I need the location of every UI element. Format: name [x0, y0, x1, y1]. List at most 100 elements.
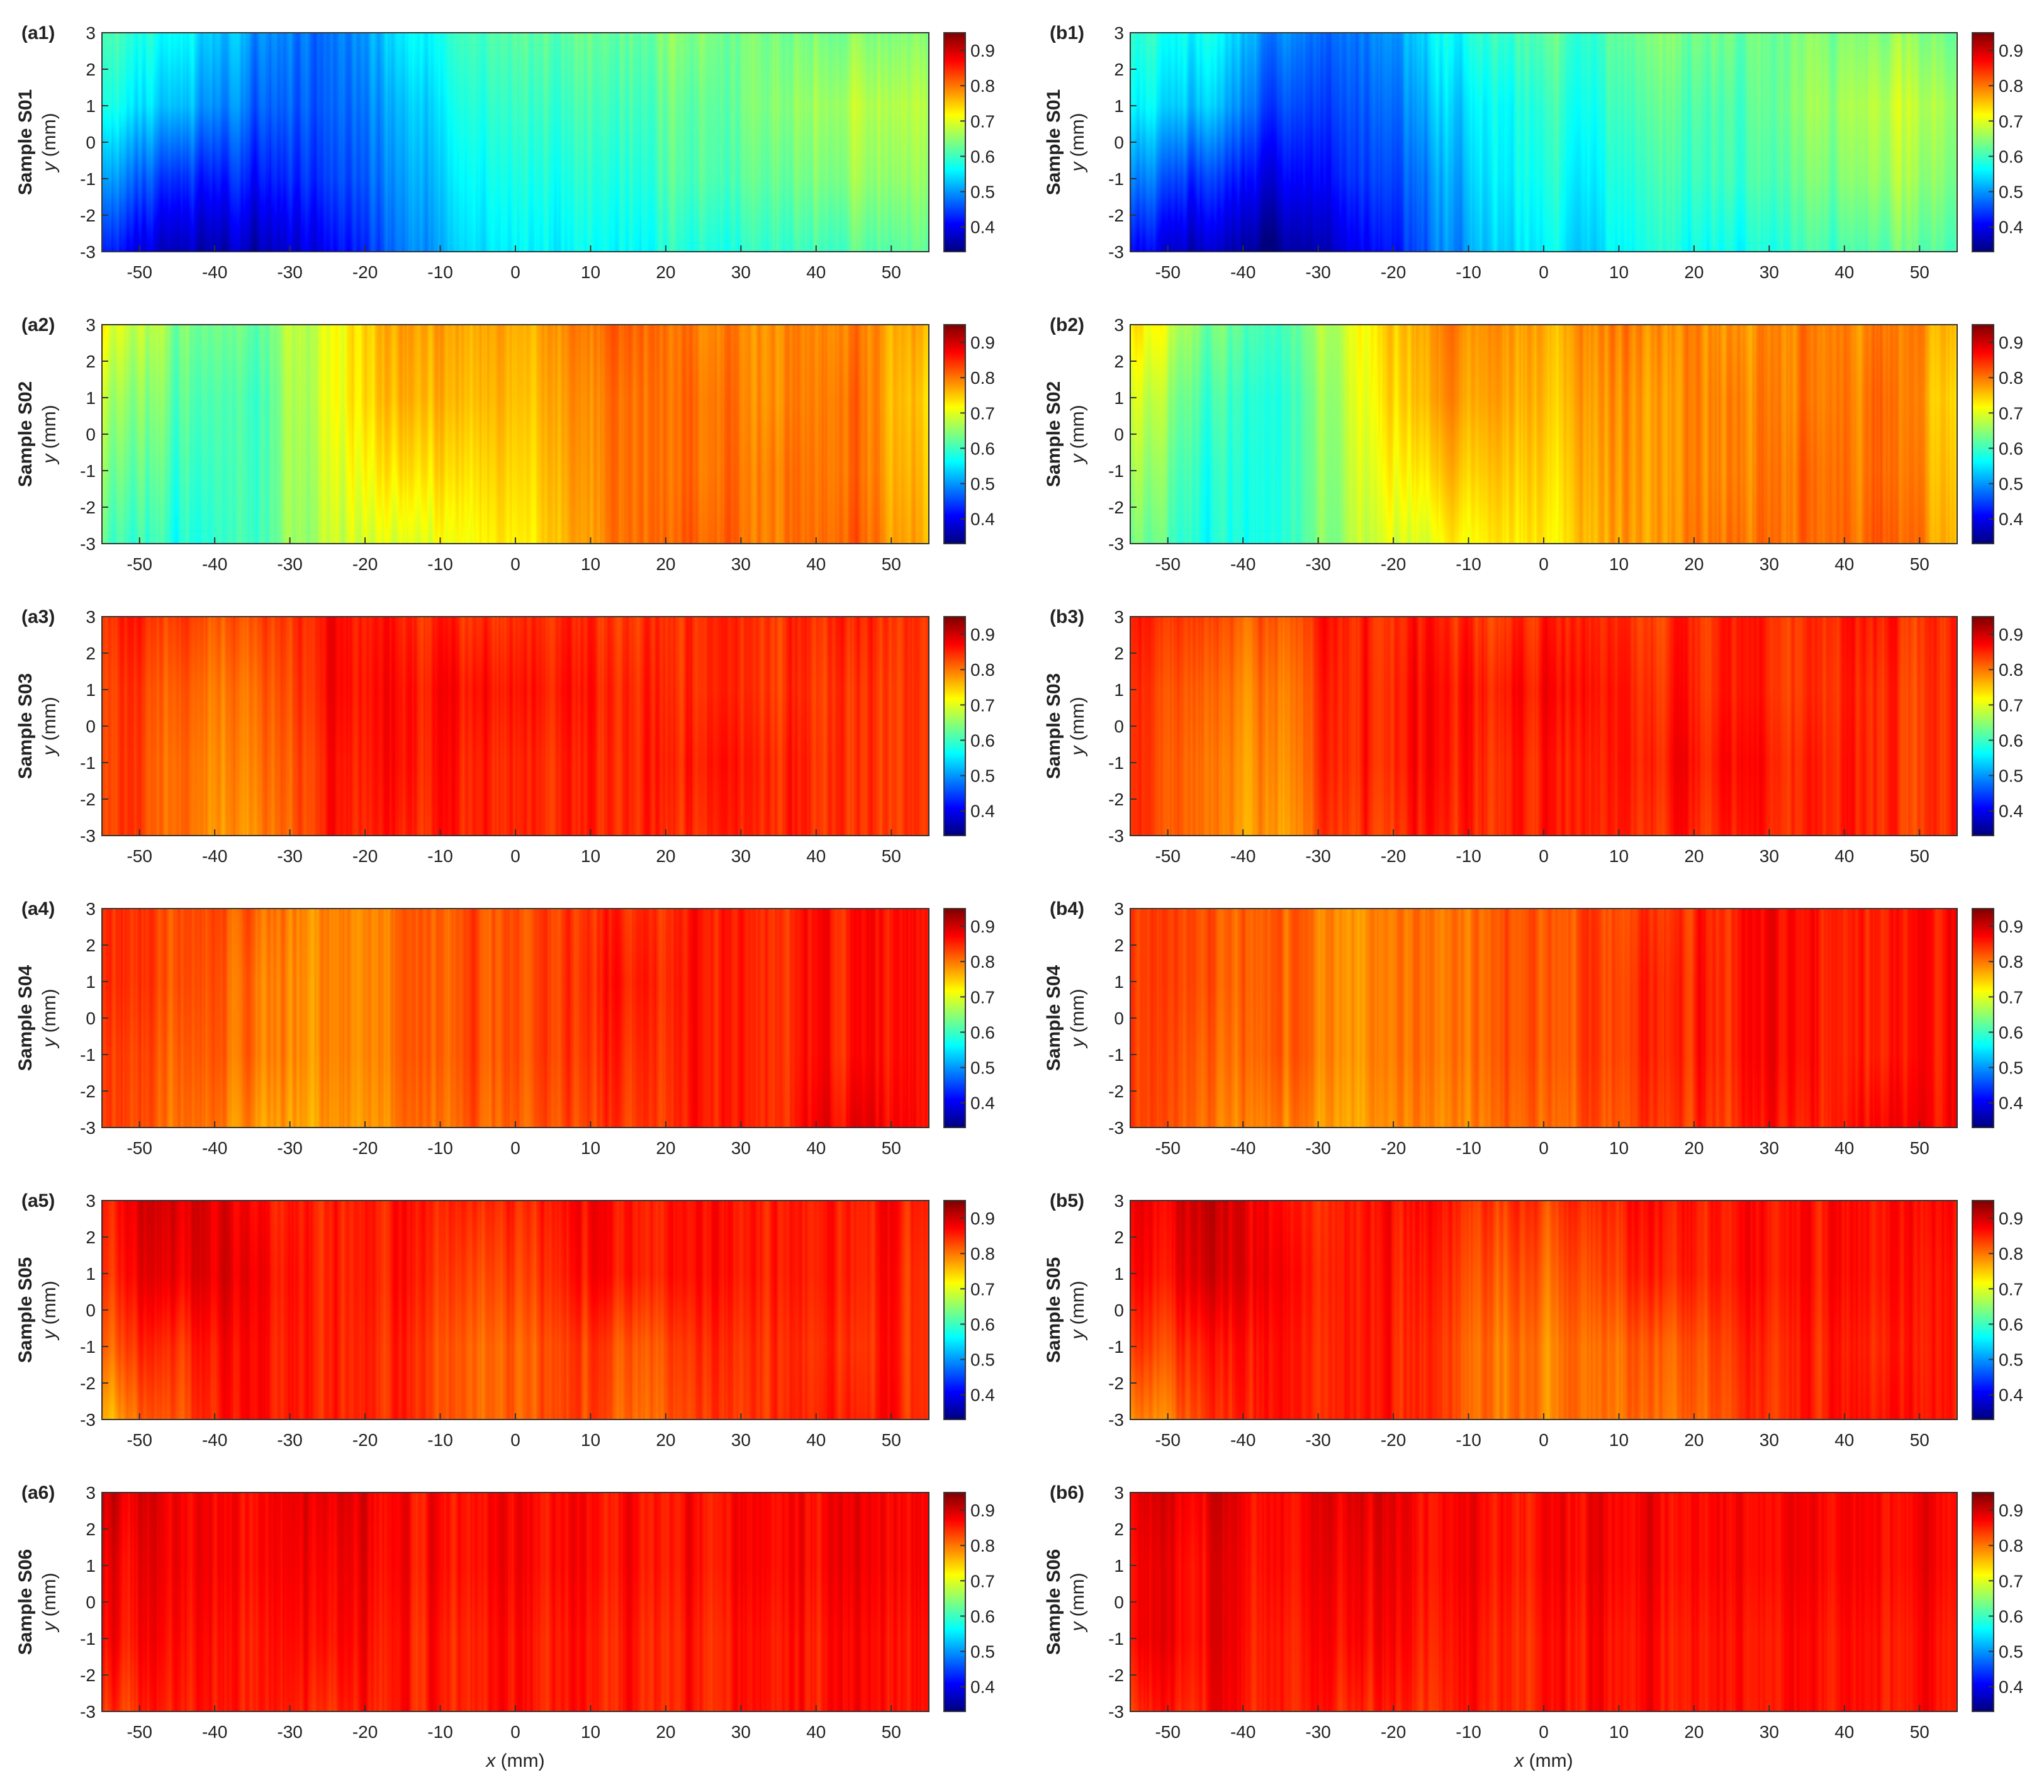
y-axis-label: y (mm)	[39, 405, 60, 464]
y-tick-label: 3	[86, 23, 96, 43]
x-tick-label: 10	[581, 846, 600, 866]
y-tick-label: -1	[1108, 169, 1124, 189]
x-tick-label: 50	[1910, 554, 1929, 574]
x-tick-label: 50	[1910, 1722, 1929, 1742]
x-tick-label: -20	[1381, 1430, 1406, 1450]
heatmap-surface	[102, 33, 929, 252]
y-tick-label: 3	[1114, 1191, 1124, 1211]
x-tick-label: -20	[352, 554, 378, 574]
panel-id-label: (b3)	[1050, 607, 1084, 627]
y-tick-label: 0	[86, 1593, 96, 1612]
x-tick-label: -20	[1381, 1722, 1406, 1742]
x-tick-label: -40	[202, 1138, 227, 1158]
y-tick-label: 2	[1114, 1228, 1124, 1247]
y-axis-unit: (mm)	[1067, 697, 1088, 746]
x-tick-label: 40	[806, 554, 826, 574]
colorbar-tick-label: 0.4	[1999, 1386, 2023, 1405]
y-axis-variable: y	[1067, 745, 1088, 757]
colorbar-tick-label: 0.8	[1999, 1536, 2023, 1555]
colorbar-frame	[1972, 324, 1994, 544]
x-tick-label: 30	[1760, 262, 1779, 282]
colorbar-frame	[1972, 1200, 1994, 1420]
x-tick-label: -20	[1381, 262, 1406, 282]
colorbar-tick-label: 0.8	[970, 1536, 995, 1555]
x-tick-label: 50	[1910, 1430, 1929, 1450]
colorbar-tick-label: 0.5	[970, 1350, 995, 1370]
y-tick-label: -3	[1108, 1410, 1124, 1430]
y-tick-label: -1	[80, 461, 96, 481]
x-tick-label: 50	[882, 1722, 901, 1742]
y-axis-label: y (mm)	[1067, 697, 1088, 756]
heatmap-surface	[1130, 33, 1957, 252]
x-tick-label: -40	[1230, 1430, 1255, 1450]
colorbar	[1972, 1201, 1994, 1420]
x-tick-label: 10	[1609, 846, 1629, 866]
x-tick-label: 10	[1609, 554, 1629, 574]
colorbar-tick-label: 0.6	[1999, 731, 2023, 750]
x-tick-label: 30	[1760, 846, 1779, 866]
y-tick-label: 3	[1114, 899, 1124, 919]
colorbar-tick-label: 0.7	[970, 695, 995, 715]
panel-id-label: (b4)	[1050, 899, 1084, 919]
y-axis-label: y (mm)	[39, 988, 60, 1048]
y-axis-unit: (mm)	[1067, 405, 1088, 454]
panel-id-label: (a6)	[21, 1482, 55, 1503]
y-tick-label: -2	[80, 1374, 96, 1393]
sample-label: Sample S04	[15, 965, 36, 1071]
x-tick-label: 20	[656, 846, 675, 866]
y-tick-label: -1	[1108, 753, 1124, 773]
x-tick-label: -10	[1456, 1138, 1481, 1158]
colorbar-tick-label: 0.5	[1999, 1642, 2023, 1662]
heatmap-surface	[1130, 909, 1957, 1128]
colorbar-frame	[1972, 1492, 1994, 1712]
sample-label: Sample S02	[15, 381, 36, 487]
x-tick-label: 40	[1834, 1138, 1854, 1158]
y-axis-label: y (mm)	[39, 697, 60, 756]
x-axis-label: x (mm)	[485, 1750, 544, 1771]
x-tick-label: 30	[731, 1138, 751, 1158]
y-tick-label: 1	[1114, 680, 1124, 700]
panel-id-label: (b6)	[1050, 1482, 1084, 1503]
x-tick-label: 40	[806, 1138, 826, 1158]
y-tick-label: 3	[1114, 315, 1124, 335]
y-tick-label: 1	[86, 388, 96, 408]
y-axis-variable: y	[39, 745, 60, 757]
x-tick-label: -50	[1155, 846, 1180, 866]
y-tick-label: -2	[80, 1666, 96, 1685]
panel-id-label: (a1)	[21, 23, 55, 43]
y-tick-label: -2	[1108, 498, 1124, 517]
colorbar-tick-label: 0.9	[1999, 1501, 2023, 1520]
x-tick-label: 10	[1609, 1430, 1629, 1450]
y-tick-label: 0	[1114, 717, 1124, 736]
x-tick-label: 20	[1684, 554, 1704, 574]
x-tick-label: -30	[277, 554, 302, 574]
x-tick-label: -20	[352, 1430, 378, 1450]
x-tick-label: 10	[1609, 262, 1629, 282]
x-tick-label: -50	[1155, 262, 1180, 282]
x-tick-label: 40	[806, 1430, 826, 1450]
colorbar-tick-label: 0.6	[1999, 147, 2023, 166]
y-tick-label: -2	[1108, 1082, 1124, 1101]
y-tick-label: 2	[1114, 352, 1124, 371]
x-tick-label: -30	[277, 1430, 302, 1450]
y-axis-variable: y	[1067, 453, 1088, 465]
sample-label: Sample S04	[1043, 965, 1064, 1071]
y-axis-label: y (mm)	[1067, 405, 1088, 464]
x-tick-label: -40	[202, 846, 227, 866]
x-tick-label: -20	[1381, 554, 1406, 574]
x-tick-label: 0	[510, 262, 520, 282]
colorbar	[944, 33, 965, 252]
x-tick-label: -10	[1456, 1430, 1481, 1450]
y-tick-label: 1	[86, 1264, 96, 1284]
colorbar	[944, 1492, 965, 1711]
x-tick-label: 30	[1760, 554, 1779, 574]
x-tick-label: 50	[1910, 262, 1929, 282]
y-tick-label: 1	[86, 680, 96, 700]
panel-id-label: (a4)	[21, 899, 55, 919]
x-tick-label: -10	[427, 554, 452, 574]
